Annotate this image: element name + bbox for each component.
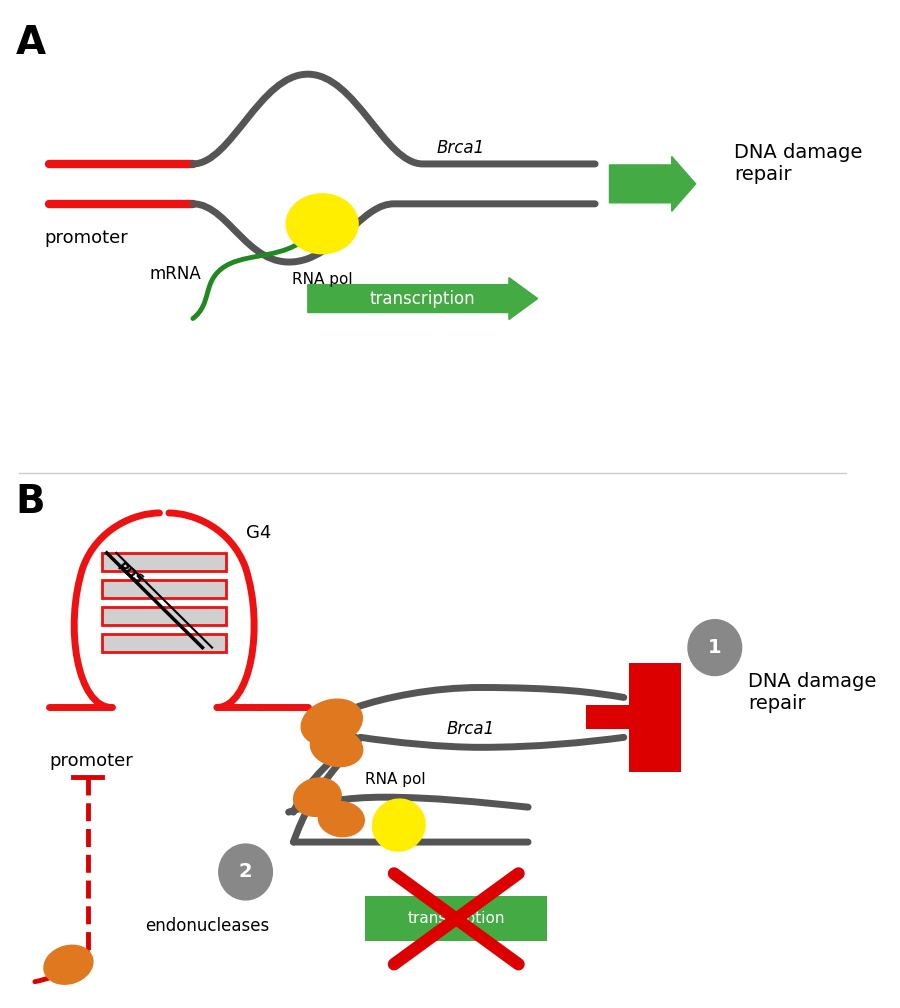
FancyArrow shape: [308, 277, 537, 320]
Ellipse shape: [302, 700, 363, 746]
Bar: [628, 662, 681, 772]
Text: RNA pol: RNA pol: [292, 271, 353, 286]
Text: B: B: [16, 483, 45, 521]
Bar: [102, 552, 227, 571]
Ellipse shape: [319, 801, 364, 837]
Ellipse shape: [293, 778, 341, 816]
Bar: [102, 634, 227, 651]
Text: Brca1: Brca1: [446, 721, 495, 739]
Text: endonucleases: endonucleases: [145, 917, 269, 934]
FancyArrow shape: [609, 156, 696, 212]
Bar: [102, 580, 227, 598]
Bar: [365, 896, 547, 941]
Ellipse shape: [286, 194, 358, 254]
Text: 1: 1: [708, 638, 722, 657]
Text: PDS: PDS: [115, 559, 146, 587]
Text: 2: 2: [238, 863, 252, 881]
Text: transcription: transcription: [370, 289, 475, 307]
Text: G4: G4: [246, 524, 271, 542]
Text: DNA damage
repair: DNA damage repair: [734, 143, 862, 184]
Text: A: A: [16, 24, 46, 62]
Text: promoter: promoter: [50, 752, 133, 770]
Circle shape: [688, 620, 742, 675]
Text: promoter: promoter: [44, 229, 128, 247]
Ellipse shape: [310, 728, 363, 767]
Ellipse shape: [44, 946, 93, 984]
Circle shape: [219, 844, 273, 900]
Text: mRNA: mRNA: [149, 265, 202, 282]
Bar: [586, 706, 632, 730]
Text: Brca1: Brca1: [436, 139, 485, 157]
Text: RNA pol: RNA pol: [365, 772, 426, 787]
Ellipse shape: [373, 799, 425, 851]
Bar: [102, 607, 227, 625]
Text: transcription: transcription: [408, 911, 505, 926]
Text: DNA damage
repair: DNA damage repair: [748, 672, 877, 713]
